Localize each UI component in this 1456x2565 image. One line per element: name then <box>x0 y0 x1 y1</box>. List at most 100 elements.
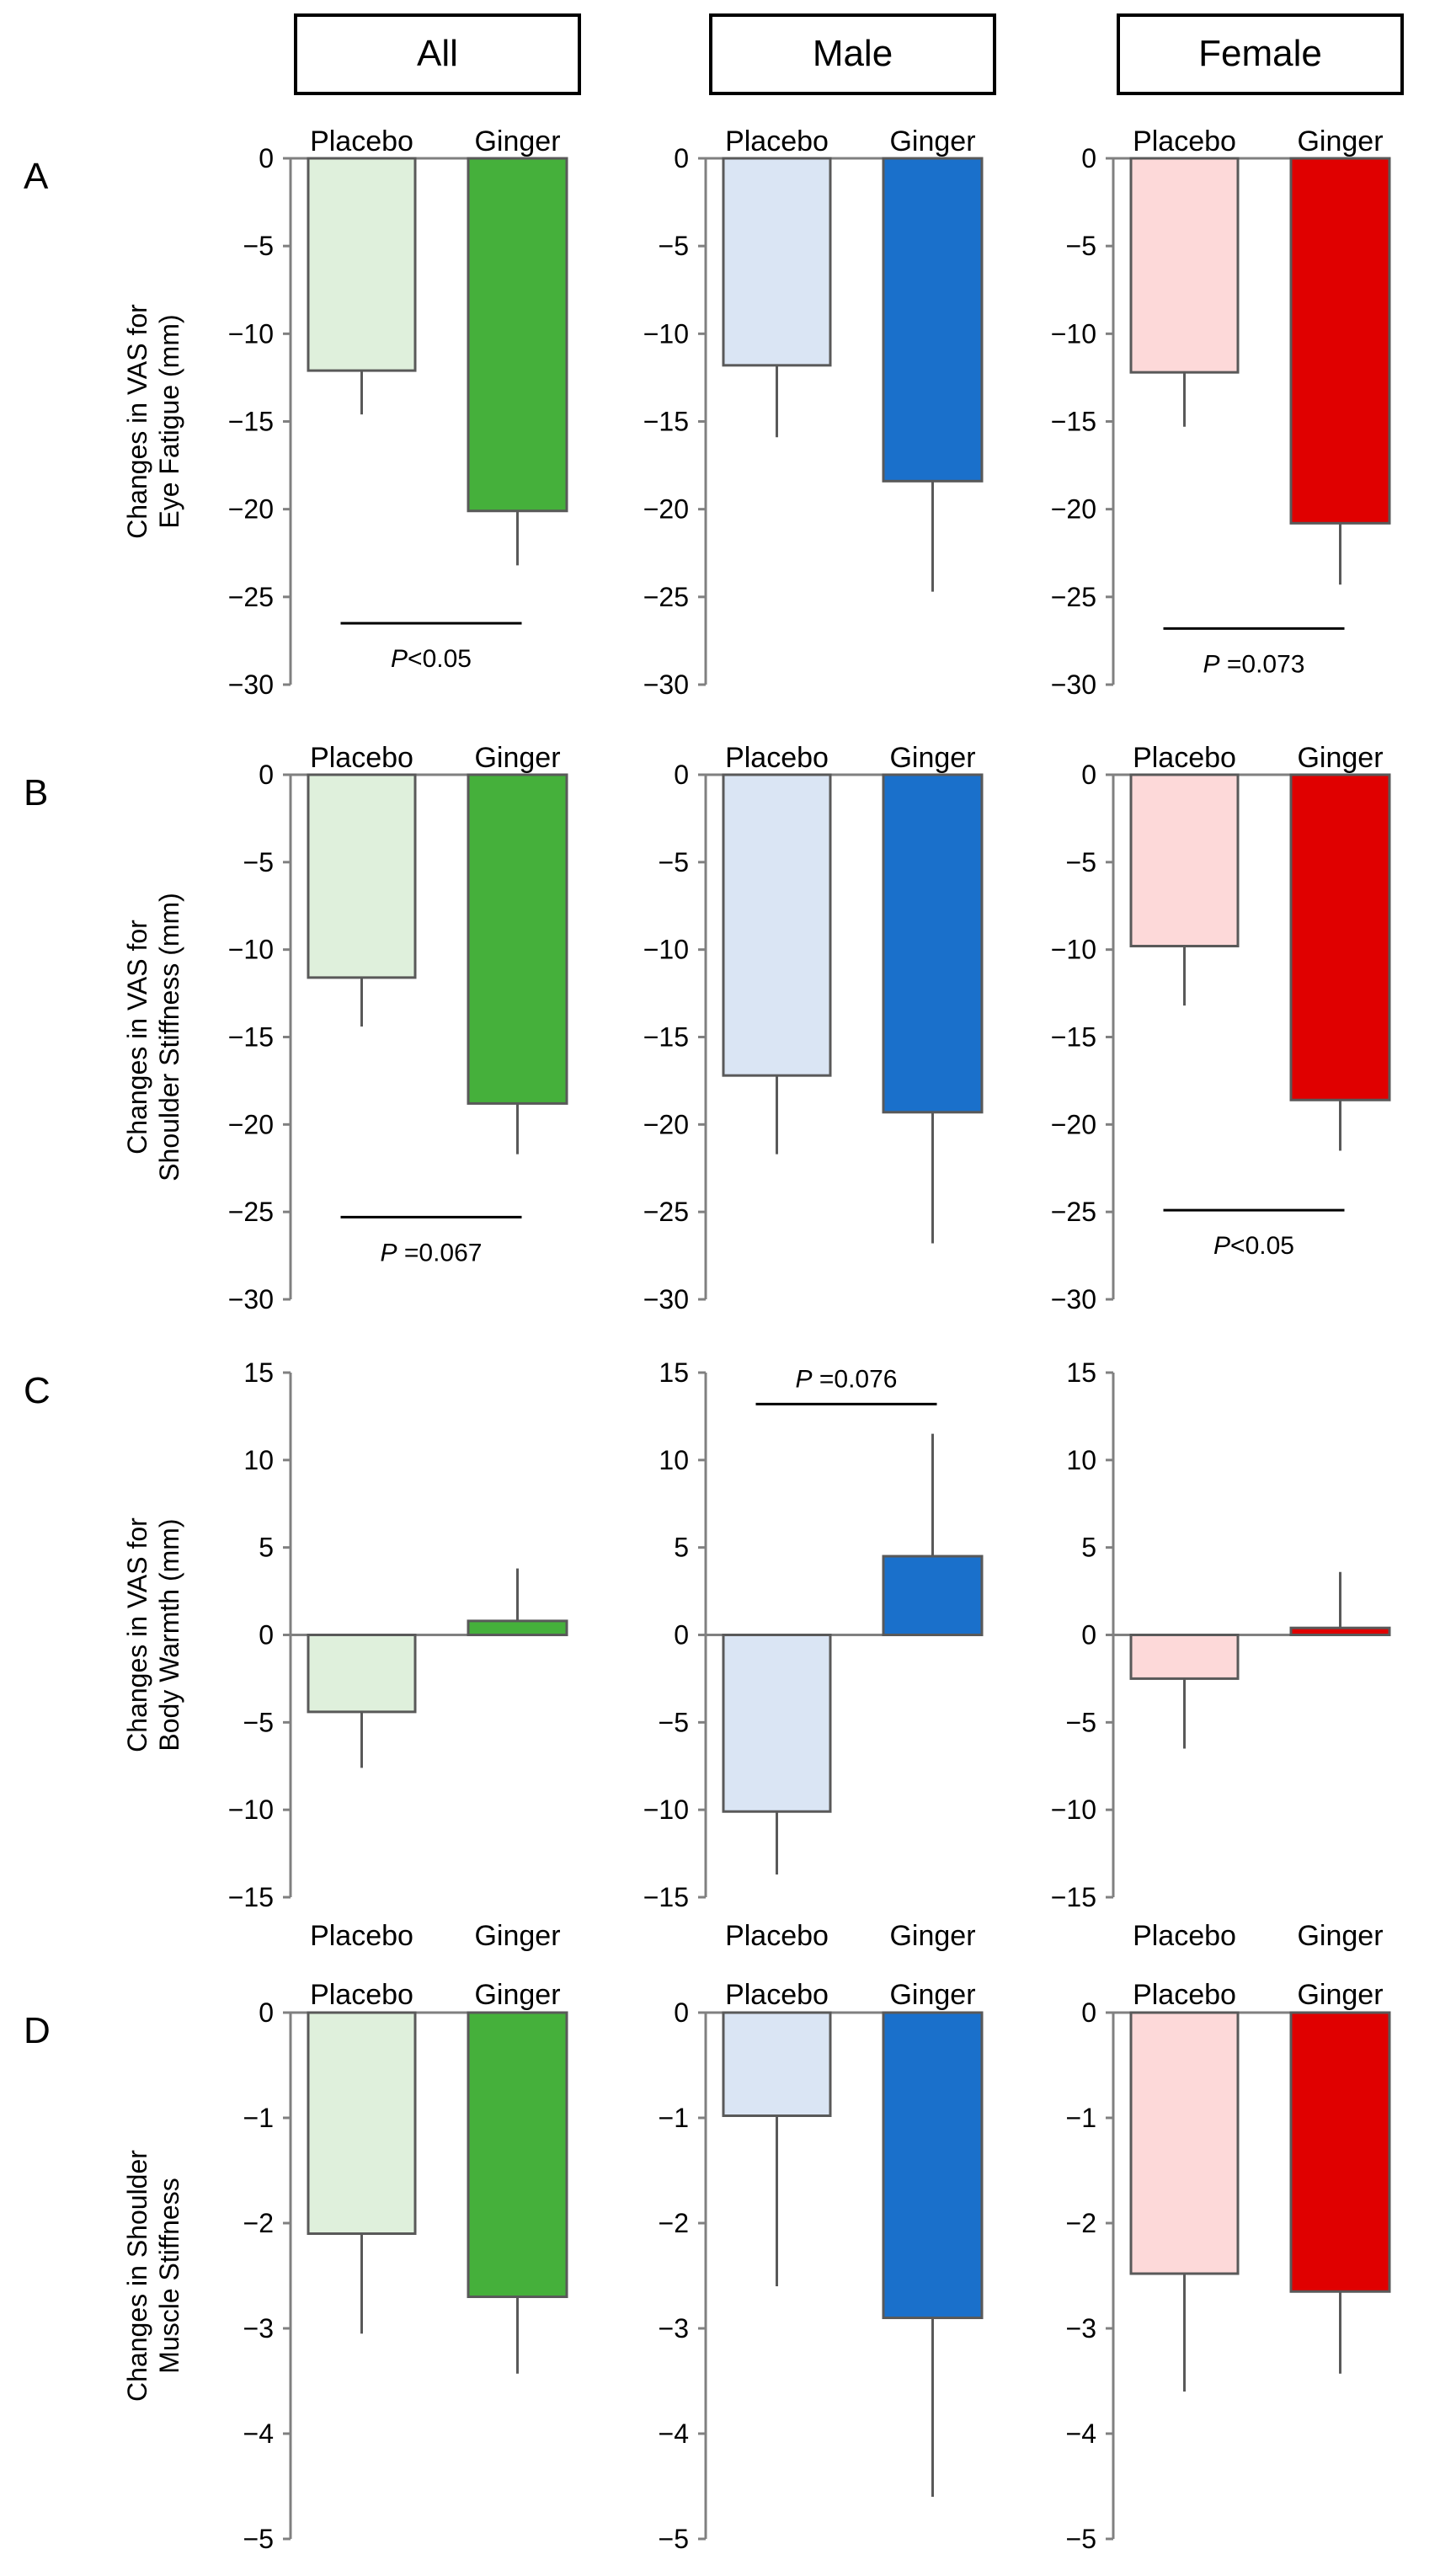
panel-letter: B <box>24 772 48 813</box>
bar-placebo <box>307 2011 417 2235</box>
y-tick-label: −1 <box>1066 2103 1096 2133</box>
category-label-placebo: Placebo <box>725 1920 829 1952</box>
y-axis-label-line: Changes in Shoulder <box>122 2150 152 2402</box>
y-tick-label: −15 <box>228 1882 274 1912</box>
y-tick-label: −30 <box>228 1284 274 1314</box>
significance-label: P =0.073 <box>1203 650 1305 678</box>
category-label-placebo: Placebo <box>1133 125 1236 157</box>
significance-label: P<0.05 <box>391 645 472 673</box>
y-tick-label: −25 <box>643 1197 689 1227</box>
significance-value: <0.05 <box>408 645 472 673</box>
subplot-all: 0 −5 −10 −15 −20 −25 −30 Placebo Ginger P<0.05 <box>228 125 568 700</box>
bar-ginger <box>467 1619 568 1637</box>
category-label-ginger: Ginger <box>889 742 975 774</box>
significance-p: P <box>381 1239 397 1267</box>
panel-d: D Changes in ShoulderMuscle Stiffness 0 −1 −… <box>24 1979 1391 2554</box>
y-tick-label: −20 <box>1051 1109 1096 1139</box>
y-tick-label: −5 <box>1066 1707 1096 1737</box>
y-tick-label: −1 <box>659 2103 689 2133</box>
y-tick-label: −25 <box>1051 1197 1096 1227</box>
y-tick-label: 5 <box>259 1533 274 1563</box>
y-tick-label: −3 <box>659 2313 689 2344</box>
subplot-male: 0 −5 −10 −15 −20 −25 −30 Placebo Ginger <box>643 742 984 1314</box>
significance-value: =0.073 <box>1220 650 1305 678</box>
y-tick-label: −10 <box>228 935 274 965</box>
bar-ginger <box>882 2011 984 2319</box>
panel-b: B Changes in VAS forShoulder Stiffness (m… <box>24 742 1391 1314</box>
y-tick-label: 0 <box>674 143 689 173</box>
y-tick-label: 15 <box>659 1357 689 1388</box>
header-male-label: Male <box>813 33 893 74</box>
category-label-placebo: Placebo <box>310 1920 413 1952</box>
significance-value: =0.076 <box>813 1365 898 1393</box>
header-female: Female <box>1117 13 1404 95</box>
category-label-placebo: Placebo <box>310 742 413 774</box>
significance-p: P <box>391 645 408 673</box>
y-axis-label-line: Changes in VAS for <box>122 920 152 1155</box>
header-all-label: All <box>417 33 458 74</box>
y-tick-label: −25 <box>1051 582 1096 612</box>
significance-value: =0.067 <box>397 1239 483 1267</box>
category-label-ginger: Ginger <box>889 125 975 157</box>
y-tick-label: 0 <box>1081 143 1096 173</box>
bar-placebo <box>307 773 417 979</box>
bar-ginger <box>1289 2011 1391 2293</box>
y-tick-label: 15 <box>243 1357 274 1388</box>
y-tick-label: −15 <box>228 407 274 437</box>
bar-placebo <box>307 1634 417 1714</box>
y-tick-label: 5 <box>1081 1533 1096 1563</box>
y-tick-label: −4 <box>243 2418 274 2449</box>
y-tick-label: 15 <box>1066 1357 1096 1388</box>
y-tick-label: 5 <box>674 1533 689 1563</box>
significance-p: P <box>796 1365 813 1393</box>
category-label-ginger: Ginger <box>474 125 560 157</box>
y-tick-label: −5 <box>1066 231 1096 261</box>
y-tick-label: 10 <box>659 1445 689 1475</box>
y-tick-label: −30 <box>228 669 274 700</box>
panel-a: A Changes in VAS forEye Fatigue (mm) 0 −5 −1… <box>24 125 1391 700</box>
bar-ginger <box>467 773 568 1105</box>
column-headers: All Male Female <box>294 13 1404 95</box>
bar-placebo <box>307 157 417 372</box>
bar-placebo <box>1129 1634 1240 1680</box>
bar-ginger <box>882 157 984 483</box>
y-tick-label: −30 <box>643 1284 689 1314</box>
y-tick-label: −1 <box>243 2103 274 2133</box>
y-tick-label: −5 <box>243 2524 274 2554</box>
bar-ginger <box>882 773 984 1114</box>
panel-letter: A <box>24 156 49 197</box>
subplot-male: 0 −5 −10 −15 −20 −25 −30 Placebo Ginger <box>643 125 984 700</box>
header-all: All <box>294 13 581 95</box>
y-tick-label: −15 <box>1051 407 1096 437</box>
y-tick-label: −10 <box>643 935 689 965</box>
category-label-ginger: Ginger <box>474 1920 560 1952</box>
significance-p: P <box>1213 1232 1230 1260</box>
category-label-ginger: Ginger <box>1297 742 1383 774</box>
category-label-placebo: Placebo <box>310 1979 413 2011</box>
y-axis-label: Changes in ShoulderMuscle Stiffness <box>122 2150 184 2402</box>
y-axis-label-line: Body Warmth (mm) <box>154 1518 184 1751</box>
bar-placebo <box>722 157 832 367</box>
category-label-ginger: Ginger <box>474 1979 560 2011</box>
y-tick-label: 0 <box>674 760 689 790</box>
y-tick-label: −15 <box>228 1022 274 1053</box>
y-tick-label: −15 <box>643 1882 689 1912</box>
y-tick-label: −30 <box>1051 1284 1096 1314</box>
y-tick-label: 0 <box>674 1997 689 2028</box>
bar-placebo <box>1129 773 1240 948</box>
bar-placebo <box>1129 157 1240 374</box>
y-tick-label: 0 <box>259 1997 274 2028</box>
header-female-label: Female <box>1198 33 1322 74</box>
y-tick-label: −5 <box>243 1707 274 1737</box>
subplot-female: 0 −5 −10 −15 −20 −25 −30 Placebo Ginger P =0.073 <box>1051 125 1391 700</box>
subplot-male: 15 10 5 0 −5 −10 −15 Placebo Ginger P =0.076 <box>643 1357 984 1952</box>
y-tick-label: 0 <box>1081 760 1096 790</box>
y-tick-label: −3 <box>243 2313 274 2344</box>
y-tick-label: −15 <box>1051 1882 1096 1912</box>
y-tick-label: −5 <box>1066 2524 1096 2554</box>
category-label-placebo: Placebo <box>1133 742 1236 774</box>
y-tick-label: −15 <box>1051 1022 1096 1053</box>
category-label-ginger: Ginger <box>1297 125 1383 157</box>
